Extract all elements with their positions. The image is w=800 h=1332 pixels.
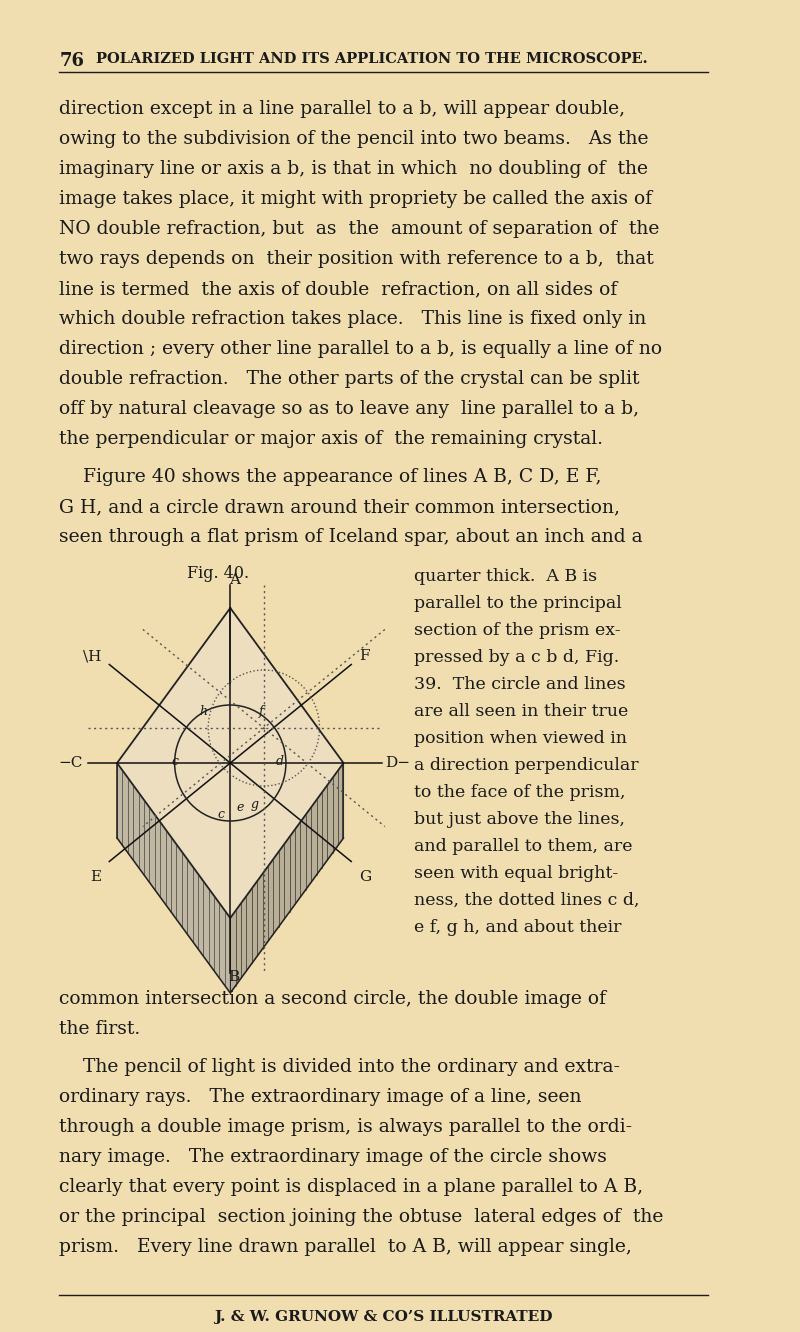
Text: \H: \H bbox=[83, 650, 102, 663]
Text: the perpendicular or major axis of  the remaining crystal.: the perpendicular or major axis of the r… bbox=[59, 430, 603, 448]
Polygon shape bbox=[117, 763, 230, 992]
Text: line is termed  the axis of double  refraction, on all sides of: line is termed the axis of double refrac… bbox=[59, 280, 618, 298]
Text: imaginary line or axis a b, is that in which  no doubling of  the: imaginary line or axis a b, is that in w… bbox=[59, 160, 649, 178]
Text: position when viewed in: position when viewed in bbox=[414, 730, 627, 747]
Text: off by natural cleavage so as to leave any  line parallel to a b,: off by natural cleavage so as to leave a… bbox=[59, 400, 640, 418]
Text: ness, the dotted lines c d,: ness, the dotted lines c d, bbox=[414, 892, 640, 908]
Text: f: f bbox=[258, 705, 263, 718]
Text: to the face of the prism,: to the face of the prism, bbox=[414, 785, 626, 801]
Polygon shape bbox=[117, 607, 343, 918]
Text: quarter thick.  A B is: quarter thick. A B is bbox=[414, 567, 598, 585]
Text: −C: −C bbox=[58, 757, 82, 770]
Text: The pencil of light is divided into the ordinary and extra-: The pencil of light is divided into the … bbox=[59, 1058, 621, 1076]
Text: ordinary rays.   The extraordinary image of a line, seen: ordinary rays. The extraordinary image o… bbox=[59, 1088, 582, 1106]
Text: J. & W. GRUNOW & CO’S ILLUSTRATED: J. & W. GRUNOW & CO’S ILLUSTRATED bbox=[214, 1309, 553, 1324]
Text: which double refraction takes place.   This line is fixed only in: which double refraction takes place. Thi… bbox=[59, 310, 646, 328]
Text: d: d bbox=[276, 755, 284, 769]
Text: the first.: the first. bbox=[59, 1020, 141, 1038]
Text: through a double image prism, is always parallel to the ordi-: through a double image prism, is always … bbox=[59, 1118, 633, 1136]
Text: owing to the subdivision of the pencil into two beams.   As the: owing to the subdivision of the pencil i… bbox=[59, 131, 649, 148]
Text: prism.   Every line drawn parallel  to A B, will appear single,: prism. Every line drawn parallel to A B,… bbox=[59, 1237, 632, 1256]
Text: c: c bbox=[171, 755, 178, 769]
Text: E: E bbox=[90, 870, 102, 883]
Polygon shape bbox=[230, 763, 343, 992]
Text: A: A bbox=[229, 573, 240, 587]
Text: a direction perpendicular: a direction perpendicular bbox=[414, 757, 639, 774]
Text: two rays depends on  their position with reference to a b,  that: two rays depends on their position with … bbox=[59, 250, 654, 268]
Text: parallel to the principal: parallel to the principal bbox=[414, 595, 622, 611]
Text: F: F bbox=[359, 650, 370, 663]
Text: double refraction.   The other parts of the crystal can be split: double refraction. The other parts of th… bbox=[59, 370, 640, 388]
Text: direction ; every other line parallel to a b, is equally a line of no: direction ; every other line parallel to… bbox=[59, 340, 662, 358]
Text: 76: 76 bbox=[59, 52, 85, 71]
Text: G: G bbox=[359, 870, 371, 883]
Text: nary image.   The extraordinary image of the circle shows: nary image. The extraordinary image of t… bbox=[59, 1148, 607, 1166]
Text: e: e bbox=[236, 801, 243, 814]
Text: D−: D− bbox=[385, 757, 410, 770]
Text: B: B bbox=[229, 970, 240, 984]
Text: seen with equal bright-: seen with equal bright- bbox=[414, 864, 618, 882]
Text: and parallel to them, are: and parallel to them, are bbox=[414, 838, 633, 855]
Text: seen through a flat prism of Iceland spar, about an inch and a: seen through a flat prism of Iceland spa… bbox=[59, 527, 643, 546]
Text: image takes place, it might with propriety be called the axis of: image takes place, it might with proprie… bbox=[59, 190, 653, 208]
Text: section of the prism ex-: section of the prism ex- bbox=[414, 622, 621, 639]
Text: Figure 40 shows the appearance of lines A B, C D, E F,: Figure 40 shows the appearance of lines … bbox=[59, 468, 602, 486]
Text: or the principal  section joining the obtuse  lateral edges of  the: or the principal section joining the obt… bbox=[59, 1208, 664, 1225]
Text: common intersection a second circle, the double image of: common intersection a second circle, the… bbox=[59, 990, 606, 1008]
Text: e f, g h, and about their: e f, g h, and about their bbox=[414, 919, 622, 936]
Text: h: h bbox=[199, 705, 207, 718]
Text: are all seen in their true: are all seen in their true bbox=[414, 703, 629, 721]
Text: 39.  The circle and lines: 39. The circle and lines bbox=[414, 677, 626, 693]
Text: Fig. 40.: Fig. 40. bbox=[187, 565, 250, 582]
Text: but just above the lines,: but just above the lines, bbox=[414, 811, 626, 829]
Text: NO double refraction, but  as  the  amount of separation of  the: NO double refraction, but as the amount … bbox=[59, 220, 660, 238]
Text: G H, and a circle drawn around their common intersection,: G H, and a circle drawn around their com… bbox=[59, 498, 621, 515]
Text: c: c bbox=[217, 809, 224, 821]
Text: g: g bbox=[250, 798, 258, 811]
Text: POLARIZED LIGHT AND ITS APPLICATION TO THE MICROSCOPE.: POLARIZED LIGHT AND ITS APPLICATION TO T… bbox=[96, 52, 647, 67]
Text: pressed by a c b d, Fig.: pressed by a c b d, Fig. bbox=[414, 649, 620, 666]
Text: clearly that every point is displaced in a plane parallel to A B,: clearly that every point is displaced in… bbox=[59, 1177, 644, 1196]
Text: direction except in a line parallel to a b, will appear double,: direction except in a line parallel to a… bbox=[59, 100, 626, 119]
